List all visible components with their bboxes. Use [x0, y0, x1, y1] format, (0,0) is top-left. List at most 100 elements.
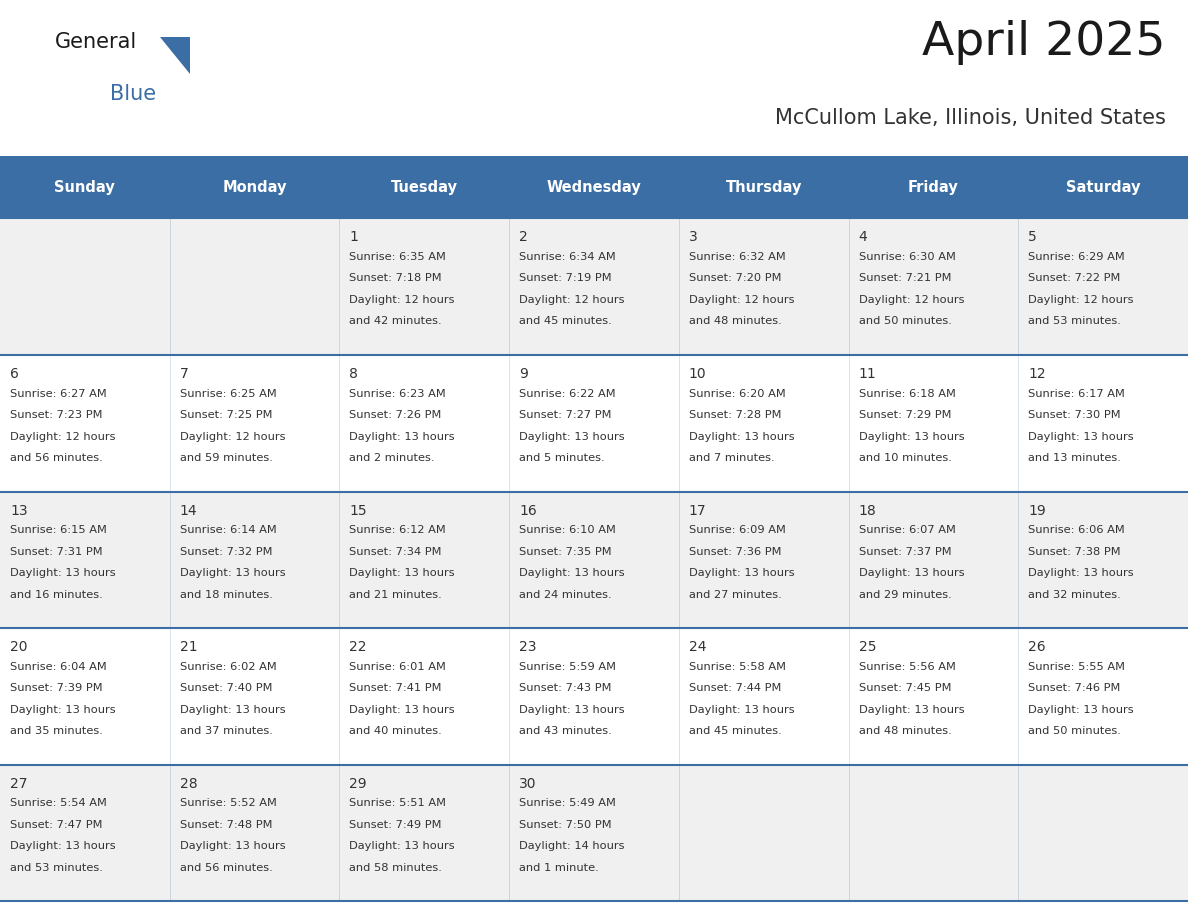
Text: Sunrise: 6:15 AM: Sunrise: 6:15 AM [10, 525, 107, 535]
Text: 26: 26 [1029, 640, 1045, 655]
Text: Sunrise: 5:54 AM: Sunrise: 5:54 AM [10, 799, 107, 809]
Text: 3: 3 [689, 230, 697, 244]
Text: Sunset: 7:45 PM: Sunset: 7:45 PM [859, 683, 952, 693]
Text: 4: 4 [859, 230, 867, 244]
Text: 6: 6 [10, 367, 19, 381]
Text: Sunrise: 6:02 AM: Sunrise: 6:02 AM [179, 662, 277, 672]
Text: Sunrise: 6:04 AM: Sunrise: 6:04 AM [10, 662, 107, 672]
Text: Sunset: 7:35 PM: Sunset: 7:35 PM [519, 547, 612, 556]
Bar [0, 156, 1188, 218]
Text: and 10 minutes.: and 10 minutes. [859, 453, 952, 463]
Text: 7: 7 [179, 367, 189, 381]
Text: and 5 minutes.: and 5 minutes. [519, 453, 605, 463]
Text: Daylight: 12 hours: Daylight: 12 hours [1029, 295, 1133, 305]
Text: Sunset: 7:20 PM: Sunset: 7:20 PM [689, 274, 782, 284]
Text: and 45 minutes.: and 45 minutes. [689, 726, 782, 736]
Text: Sunrise: 6:06 AM: Sunrise: 6:06 AM [1029, 525, 1125, 535]
Text: Sunrise: 6:18 AM: Sunrise: 6:18 AM [859, 388, 955, 398]
Text: 16: 16 [519, 504, 537, 518]
Text: Daylight: 12 hours: Daylight: 12 hours [10, 431, 115, 442]
Text: Sunset: 7:37 PM: Sunset: 7:37 PM [859, 547, 952, 556]
Text: 20: 20 [10, 640, 27, 655]
Text: Daylight: 13 hours: Daylight: 13 hours [1029, 705, 1133, 715]
Text: Sunset: 7:41 PM: Sunset: 7:41 PM [349, 683, 442, 693]
Text: Sunrise: 6:07 AM: Sunrise: 6:07 AM [859, 525, 955, 535]
Text: Sunrise: 6:09 AM: Sunrise: 6:09 AM [689, 525, 785, 535]
Text: and 42 minutes.: and 42 minutes. [349, 317, 442, 327]
Text: Sunrise: 6:01 AM: Sunrise: 6:01 AM [349, 662, 447, 672]
Text: Daylight: 14 hours: Daylight: 14 hours [519, 842, 625, 851]
Text: Daylight: 13 hours: Daylight: 13 hours [519, 568, 625, 578]
Text: and 50 minutes.: and 50 minutes. [1029, 726, 1121, 736]
Text: Daylight: 13 hours: Daylight: 13 hours [179, 705, 285, 715]
Text: Sunrise: 6:34 AM: Sunrise: 6:34 AM [519, 252, 615, 262]
Text: Sunrise: 6:35 AM: Sunrise: 6:35 AM [349, 252, 447, 262]
Text: Sunrise: 6:30 AM: Sunrise: 6:30 AM [859, 252, 955, 262]
Text: Sunset: 7:44 PM: Sunset: 7:44 PM [689, 683, 782, 693]
Text: Sunset: 7:27 PM: Sunset: 7:27 PM [519, 410, 612, 420]
Text: Sunset: 7:46 PM: Sunset: 7:46 PM [1029, 683, 1120, 693]
Text: 9: 9 [519, 367, 527, 381]
Text: Sunrise: 6:32 AM: Sunrise: 6:32 AM [689, 252, 785, 262]
Text: Daylight: 13 hours: Daylight: 13 hours [10, 705, 115, 715]
Text: Daylight: 12 hours: Daylight: 12 hours [859, 295, 965, 305]
Text: 19: 19 [1029, 504, 1047, 518]
Text: 12: 12 [1029, 367, 1045, 381]
Text: Daylight: 13 hours: Daylight: 13 hours [689, 431, 795, 442]
Text: Sunday: Sunday [55, 180, 115, 195]
Text: and 7 minutes.: and 7 minutes. [689, 453, 775, 463]
Text: Sunset: 7:25 PM: Sunset: 7:25 PM [179, 410, 272, 420]
Text: 18: 18 [859, 504, 877, 518]
Text: 27: 27 [10, 777, 27, 791]
Text: 28: 28 [179, 777, 197, 791]
Text: Daylight: 13 hours: Daylight: 13 hours [179, 568, 285, 578]
Text: Sunrise: 6:22 AM: Sunrise: 6:22 AM [519, 388, 615, 398]
Text: and 16 minutes.: and 16 minutes. [10, 589, 102, 599]
Text: 21: 21 [179, 640, 197, 655]
Text: and 48 minutes.: and 48 minutes. [859, 726, 952, 736]
Text: and 58 minutes.: and 58 minutes. [349, 863, 442, 873]
Text: Sunset: 7:19 PM: Sunset: 7:19 PM [519, 274, 612, 284]
Text: Sunset: 7:38 PM: Sunset: 7:38 PM [1029, 547, 1121, 556]
Text: Daylight: 13 hours: Daylight: 13 hours [1029, 568, 1133, 578]
Bar [0, 765, 1188, 901]
Text: and 56 minutes.: and 56 minutes. [10, 453, 102, 463]
Text: and 48 minutes.: and 48 minutes. [689, 317, 782, 327]
Text: Sunrise: 5:49 AM: Sunrise: 5:49 AM [519, 799, 617, 809]
Text: Sunset: 7:47 PM: Sunset: 7:47 PM [10, 820, 102, 830]
Text: Sunset: 7:48 PM: Sunset: 7:48 PM [179, 820, 272, 830]
Text: and 29 minutes.: and 29 minutes. [859, 589, 952, 599]
Text: Sunset: 7:43 PM: Sunset: 7:43 PM [519, 683, 612, 693]
Text: Sunrise: 6:25 AM: Sunrise: 6:25 AM [179, 388, 277, 398]
Text: Daylight: 13 hours: Daylight: 13 hours [519, 431, 625, 442]
Text: 17: 17 [689, 504, 707, 518]
Text: Sunset: 7:32 PM: Sunset: 7:32 PM [179, 547, 272, 556]
Text: and 18 minutes.: and 18 minutes. [179, 589, 272, 599]
Text: Sunset: 7:18 PM: Sunset: 7:18 PM [349, 274, 442, 284]
Text: Sunset: 7:28 PM: Sunset: 7:28 PM [689, 410, 782, 420]
Text: McCullom Lake, Illinois, United States: McCullom Lake, Illinois, United States [775, 108, 1165, 128]
Text: Daylight: 13 hours: Daylight: 13 hours [859, 705, 965, 715]
Text: Sunrise: 5:59 AM: Sunrise: 5:59 AM [519, 662, 617, 672]
Text: and 2 minutes.: and 2 minutes. [349, 453, 435, 463]
Text: Sunrise: 5:52 AM: Sunrise: 5:52 AM [179, 799, 277, 809]
Text: 29: 29 [349, 777, 367, 791]
Text: 14: 14 [179, 504, 197, 518]
Text: Daylight: 12 hours: Daylight: 12 hours [519, 295, 625, 305]
Text: Sunset: 7:34 PM: Sunset: 7:34 PM [349, 547, 442, 556]
Text: Friday: Friday [908, 180, 959, 195]
Bar [0, 492, 1188, 628]
Text: Sunset: 7:31 PM: Sunset: 7:31 PM [10, 547, 102, 556]
Text: Tuesday: Tuesday [391, 180, 457, 195]
Text: 25: 25 [859, 640, 876, 655]
Text: and 59 minutes.: and 59 minutes. [179, 453, 272, 463]
Text: Daylight: 12 hours: Daylight: 12 hours [179, 431, 285, 442]
Text: Daylight: 13 hours: Daylight: 13 hours [349, 568, 455, 578]
Text: and 21 minutes.: and 21 minutes. [349, 589, 442, 599]
Text: Daylight: 13 hours: Daylight: 13 hours [689, 568, 795, 578]
Text: 2: 2 [519, 230, 527, 244]
Text: Sunset: 7:22 PM: Sunset: 7:22 PM [1029, 274, 1120, 284]
Text: Sunrise: 5:51 AM: Sunrise: 5:51 AM [349, 799, 447, 809]
Text: and 1 minute.: and 1 minute. [519, 863, 599, 873]
Text: 30: 30 [519, 777, 537, 791]
